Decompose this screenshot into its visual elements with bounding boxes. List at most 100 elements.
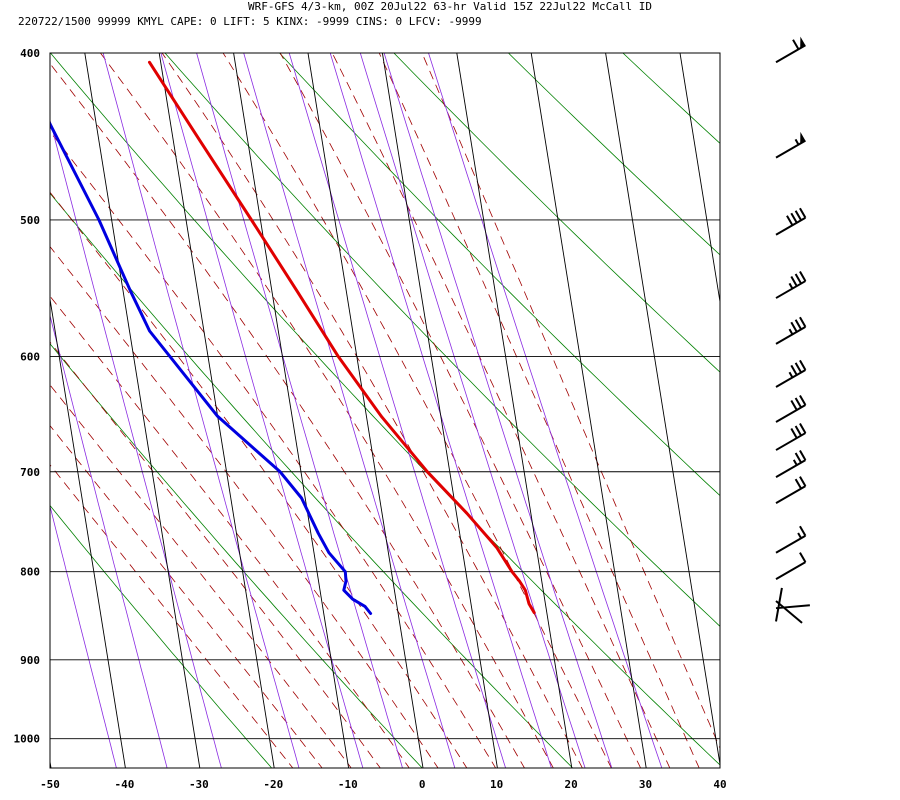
- moist-adiabat-line: [378, 53, 700, 768]
- wind-barb: [775, 450, 807, 478]
- moist-adiabat-line: [50, 130, 497, 768]
- mixing-ratio-line: [383, 53, 613, 768]
- grid-lines: [50, 53, 900, 768]
- wind-barb-staff: [775, 587, 783, 622]
- wind-barb-flag: [799, 525, 807, 537]
- y-tick-label: 1000: [14, 733, 41, 746]
- x-tick-label: 40: [713, 778, 726, 791]
- wind-barb-pennant: [800, 36, 806, 49]
- isotherm-line: [456, 53, 573, 768]
- wind-barb-flag: [794, 319, 802, 330]
- moist-adiabat-line: [50, 464, 294, 768]
- wind-barb-flag: [799, 271, 807, 282]
- x-tick-label: -30: [189, 778, 209, 791]
- dry-adiabat-line: [164, 53, 720, 627]
- wind-barb-flag: [790, 276, 798, 287]
- wind-barb: [775, 423, 807, 451]
- wind-barb-flag: [799, 395, 807, 406]
- y-tick-label: 800: [20, 566, 40, 579]
- dry-adiabat-line: [50, 343, 423, 768]
- wind-barb-flag: [799, 450, 807, 461]
- mixing-ratio-line: [50, 118, 222, 768]
- isotherm-line: [754, 53, 869, 768]
- mixing-ratio-line: [160, 53, 364, 768]
- dry-adiabat-line: [808, 15, 900, 783]
- background-lines: [50, 15, 900, 783]
- wind-barb-staff: [775, 216, 806, 236]
- profiles: [50, 60, 536, 615]
- wind-barb-half-flag: [788, 282, 794, 290]
- x-tick-label: 0: [419, 778, 426, 791]
- moist-adiabat-line: [50, 62, 525, 768]
- temperature-profile: [148, 60, 536, 615]
- moist-adiabat-line: [50, 424, 323, 768]
- x-tick-label: -10: [338, 778, 358, 791]
- x-tick-label: -50: [40, 778, 60, 791]
- wind-barb: [775, 395, 807, 423]
- wind-barb-flag: [799, 316, 807, 328]
- wind-barb: [775, 604, 810, 610]
- wind-barb-flag: [799, 423, 807, 434]
- dewpoint-profile: [50, 120, 373, 615]
- wind-barb-staff: [775, 280, 806, 299]
- mixing-ratio-line: [329, 53, 552, 768]
- wind-barb-flag: [794, 452, 802, 464]
- x-tick-label: -40: [115, 778, 135, 791]
- wind-barb-flag: [799, 476, 807, 487]
- isotherm-line: [50, 296, 126, 768]
- x-tick-label: -20: [263, 778, 283, 791]
- wind-barb-flag: [794, 397, 802, 409]
- moist-adiabat-line: [99, 53, 554, 768]
- wind-barb-staff: [775, 485, 806, 505]
- wind-barb-flag: [790, 212, 798, 224]
- wind-barb: [775, 476, 807, 505]
- isotherm-line: [679, 53, 720, 305]
- wind-barb-staff: [775, 404, 806, 423]
- wind-barb-staff: [775, 604, 810, 610]
- wind-barb: [775, 131, 806, 159]
- mixing-ratio-line: [359, 53, 586, 768]
- mixing-ratio-line: [50, 504, 117, 768]
- mixing-ratio-line: [196, 53, 403, 768]
- moist-adiabat-line: [50, 191, 468, 768]
- y-tick-label: 600: [20, 350, 40, 363]
- wind-barb-half-flag: [788, 328, 794, 335]
- wind-barb: [775, 271, 807, 299]
- x-tick-label: 10: [490, 778, 503, 791]
- x-tick-label: 20: [564, 778, 577, 791]
- x-tick-label: 30: [639, 778, 652, 791]
- mixing-ratio-line: [288, 53, 507, 768]
- moist-adiabat-line: [331, 53, 671, 768]
- wind-barb-staff: [775, 44, 806, 64]
- wind-barb-half-flag: [788, 371, 794, 378]
- isotherm-line: [829, 53, 900, 768]
- isotherm-line: [605, 53, 720, 768]
- isotherm-line: [233, 53, 350, 768]
- wind-barb-half-flag: [797, 532, 802, 539]
- wind-barb: [775, 316, 807, 345]
- wind-barb-flag: [790, 364, 798, 376]
- wind-barb: [775, 552, 807, 580]
- isotherm-line: [530, 53, 647, 768]
- wind-barb-staff: [775, 600, 803, 624]
- mixing-ratio-line: [243, 53, 456, 768]
- wind-barb-flag: [790, 400, 798, 411]
- mixing-ratio-line: [102, 53, 300, 768]
- wind-barb-pennant: [800, 131, 806, 144]
- wind-barb-flag: [794, 210, 802, 221]
- y-tick-label: 900: [20, 654, 40, 667]
- y-tick-label: 400: [20, 47, 40, 60]
- y-tick-label: 700: [20, 466, 40, 479]
- wind-barb-half-flag: [792, 459, 798, 466]
- wind-barb: [775, 587, 783, 622]
- isotherm-line: [84, 53, 201, 768]
- wind-barb-flag: [799, 552, 807, 563]
- wind-barb-flag: [794, 273, 802, 285]
- dry-adiabat-line: [393, 53, 720, 373]
- moist-adiabat-line: [50, 384, 352, 768]
- wind-barb-flag: [790, 321, 798, 333]
- plot-frame: [49, 52, 721, 769]
- wind-barb-flag: [786, 215, 794, 226]
- wind-barb-staff: [775, 432, 806, 451]
